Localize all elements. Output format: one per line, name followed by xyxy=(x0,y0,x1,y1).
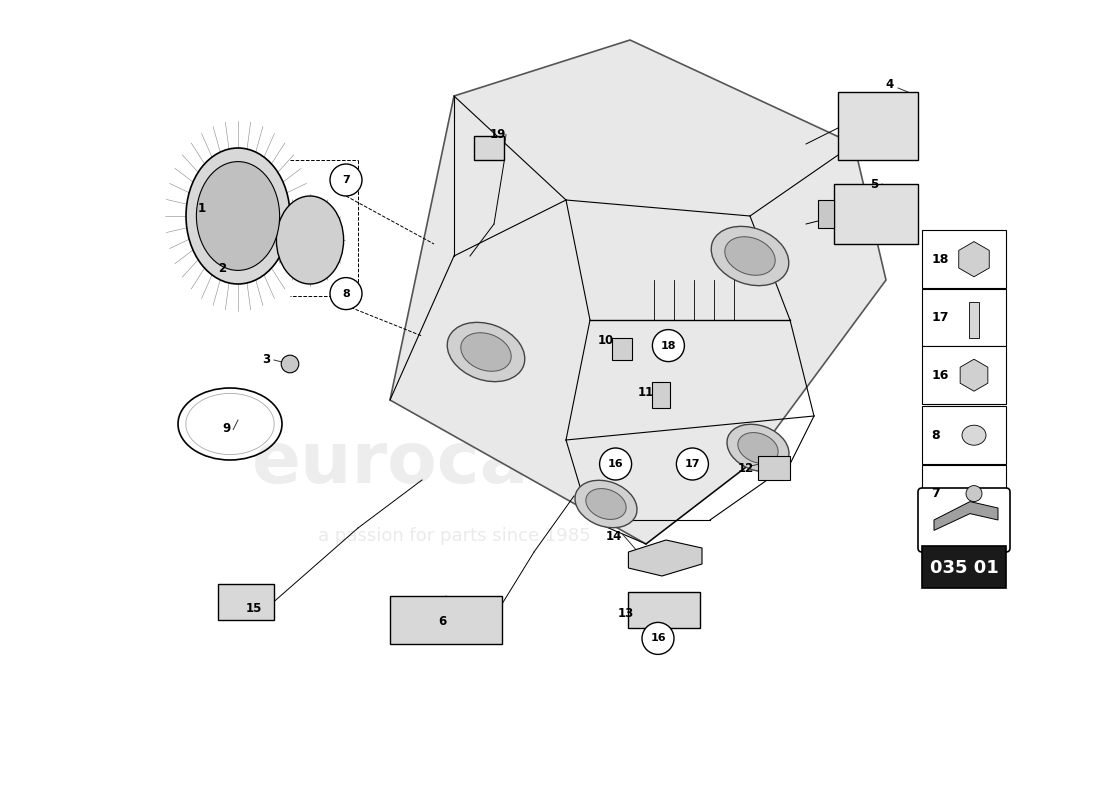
Text: 9: 9 xyxy=(222,422,231,434)
FancyBboxPatch shape xyxy=(922,289,1006,346)
FancyBboxPatch shape xyxy=(628,592,701,628)
Ellipse shape xyxy=(712,226,789,286)
Ellipse shape xyxy=(197,162,279,270)
Text: 8: 8 xyxy=(342,289,350,298)
Text: eurocars: eurocars xyxy=(252,430,608,498)
Text: 16: 16 xyxy=(932,369,949,382)
FancyBboxPatch shape xyxy=(652,382,670,408)
Ellipse shape xyxy=(186,148,290,284)
Ellipse shape xyxy=(282,355,299,373)
FancyBboxPatch shape xyxy=(838,92,918,160)
Circle shape xyxy=(676,448,708,480)
Ellipse shape xyxy=(448,322,525,382)
Ellipse shape xyxy=(725,237,775,275)
Text: 11: 11 xyxy=(638,386,654,398)
Text: 12: 12 xyxy=(738,462,755,474)
Circle shape xyxy=(652,330,684,362)
FancyBboxPatch shape xyxy=(969,302,979,338)
FancyBboxPatch shape xyxy=(922,230,1006,288)
FancyBboxPatch shape xyxy=(390,596,502,644)
Text: 7: 7 xyxy=(342,175,350,185)
Circle shape xyxy=(330,278,362,310)
Text: 18: 18 xyxy=(932,253,949,266)
Text: 7: 7 xyxy=(932,487,940,500)
Text: a passion for parts since 1985: a passion for parts since 1985 xyxy=(318,527,591,545)
Ellipse shape xyxy=(575,480,637,528)
Text: 14: 14 xyxy=(606,530,623,542)
Text: 17: 17 xyxy=(684,459,701,469)
Text: 4: 4 xyxy=(886,78,894,91)
FancyBboxPatch shape xyxy=(922,465,1006,522)
Text: 6: 6 xyxy=(438,615,447,628)
Circle shape xyxy=(642,622,674,654)
Text: 10: 10 xyxy=(598,334,614,346)
Ellipse shape xyxy=(962,426,986,445)
Text: 16: 16 xyxy=(608,459,624,469)
Text: 18: 18 xyxy=(661,341,676,350)
Circle shape xyxy=(600,448,631,480)
Circle shape xyxy=(330,164,362,196)
Text: 19: 19 xyxy=(490,128,506,141)
Polygon shape xyxy=(390,40,886,544)
Ellipse shape xyxy=(461,333,512,371)
FancyBboxPatch shape xyxy=(922,406,1006,464)
Polygon shape xyxy=(934,502,998,530)
Text: 035 01: 035 01 xyxy=(930,559,999,577)
FancyBboxPatch shape xyxy=(218,584,274,620)
FancyBboxPatch shape xyxy=(922,346,1006,404)
FancyBboxPatch shape xyxy=(818,200,834,228)
Text: 2: 2 xyxy=(218,262,227,274)
Text: 13: 13 xyxy=(618,607,634,620)
Text: 3: 3 xyxy=(262,354,271,366)
Ellipse shape xyxy=(276,196,343,284)
Text: 17: 17 xyxy=(932,311,949,324)
FancyBboxPatch shape xyxy=(758,456,790,480)
Text: 8: 8 xyxy=(932,429,940,442)
Text: 1: 1 xyxy=(198,202,206,214)
Text: 5: 5 xyxy=(870,178,878,190)
Ellipse shape xyxy=(586,489,626,519)
Polygon shape xyxy=(628,540,702,576)
Text: 15: 15 xyxy=(245,602,262,614)
FancyBboxPatch shape xyxy=(613,338,632,360)
Ellipse shape xyxy=(727,424,789,472)
Ellipse shape xyxy=(966,486,982,502)
FancyBboxPatch shape xyxy=(918,488,1010,552)
FancyBboxPatch shape xyxy=(474,136,505,160)
FancyBboxPatch shape xyxy=(922,546,1006,588)
FancyBboxPatch shape xyxy=(834,184,918,244)
Text: 16: 16 xyxy=(650,634,666,643)
Ellipse shape xyxy=(738,433,778,463)
